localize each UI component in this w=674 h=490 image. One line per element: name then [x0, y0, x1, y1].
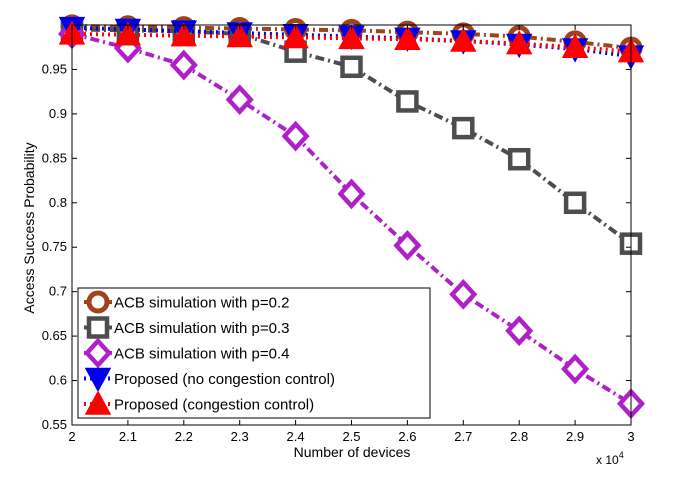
data-point: [563, 191, 587, 215]
x-tick-label: 2.5: [342, 429, 360, 444]
legend-label: ACB simulation with p=0.4: [114, 346, 290, 363]
x-tick-label: 2.3: [231, 429, 249, 444]
x-tick-label: 2: [68, 429, 75, 444]
y-tick-label: 0.85: [42, 150, 67, 165]
legend-label: Proposed (no congestion control): [114, 371, 335, 388]
data-point: [226, 22, 253, 48]
data-point: [281, 120, 310, 152]
x-tick-label: 2.1: [119, 429, 137, 444]
data-point: [396, 90, 419, 113]
data-point: [505, 315, 534, 347]
data-point: [338, 24, 365, 50]
x-axis-exponent-base: x 10: [596, 453, 619, 467]
y-tick-label: 0.9: [49, 106, 67, 121]
y-tick-label: 0.95: [42, 61, 67, 76]
data-point: [282, 23, 309, 49]
x-tick-label: 2.6: [398, 429, 416, 444]
legend-marker: [86, 290, 110, 314]
y-tick-label: 0.7: [49, 284, 67, 299]
x-tick-label: 2.2: [175, 429, 193, 444]
y-tick-label: 0.75: [42, 239, 67, 254]
series-line: [71, 27, 633, 246]
data-point: [449, 279, 478, 310]
x-axis-exponent-power: 4: [619, 450, 624, 460]
x-axis-exponent-label: x 104: [596, 450, 624, 467]
legend-marker: [86, 316, 110, 339]
series-acb-simulation-with-p-0-4: [58, 18, 645, 419]
legend-marker: [84, 390, 112, 415]
legend-item-acb-simulation-with-p-0-3: ACB simulation with p=0.3: [84, 316, 290, 339]
x-tick-label: 2.7: [454, 429, 472, 444]
data-point: [393, 230, 422, 261]
legend-label: ACB simulation with p=0.3: [114, 320, 290, 337]
data-point: [394, 25, 421, 50]
legend-item-proposed-congestion-control: Proposed (congestion control): [84, 390, 314, 415]
y-tick-label: 0.55: [42, 417, 67, 432]
legend-item-acb-simulation-with-p-0-2: ACB simulation with p=0.2: [84, 290, 290, 314]
data-point: [452, 116, 475, 140]
data-point: [114, 21, 142, 46]
data-point: [561, 353, 590, 385]
x-tick-label: 3: [627, 429, 634, 444]
y-tick-label: 0.8: [49, 195, 67, 210]
data-point: [337, 178, 366, 210]
legend-label: Proposed (congestion control): [114, 397, 314, 414]
y-tick-label: 0.6: [49, 373, 67, 388]
data-point: [561, 33, 589, 58]
data-point: [169, 49, 198, 81]
x-tick-label: 2.4: [287, 429, 305, 444]
legend-item-proposed-no-congestion-control: Proposed (no congestion control): [84, 367, 335, 393]
legend-marker: [84, 367, 112, 393]
data-point: [170, 22, 198, 47]
y-axis-label: Access Success Probability: [21, 142, 37, 313]
legend-item-acb-simulation-with-p-0-4: ACB simulation with p=0.4: [83, 337, 290, 369]
legend-label: ACB simulation with p=0.2: [114, 295, 290, 312]
data-point: [340, 55, 363, 79]
data-point: [507, 147, 531, 171]
x-tick-label: 2.8: [510, 429, 528, 444]
x-axis-label: Number of devices: [294, 444, 411, 460]
legend-marker: [83, 337, 113, 369]
legend-box: [77, 287, 431, 419]
data-point: [450, 27, 477, 52]
data-point: [505, 30, 533, 55]
x-tick-label: 2.9: [566, 429, 584, 444]
data-point: [225, 84, 254, 115]
y-tick-label: 0.65: [42, 328, 67, 343]
